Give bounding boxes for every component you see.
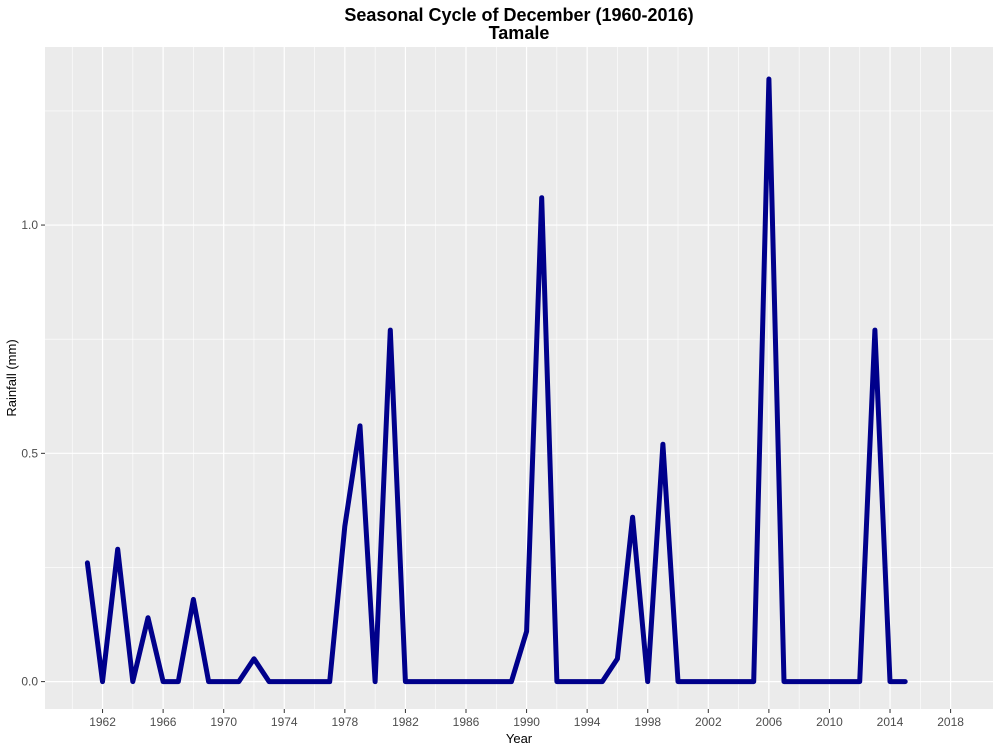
data-point	[721, 679, 726, 684]
data-point	[539, 195, 544, 200]
y-tick-label: 0.0	[21, 675, 38, 689]
data-point	[782, 679, 787, 684]
grid-minor	[45, 47, 993, 709]
x-tick-label: 1982	[392, 715, 419, 729]
data-point	[433, 679, 438, 684]
x-tick-label: 1990	[513, 715, 540, 729]
y-tick-label: 0.5	[21, 446, 38, 460]
data-point	[206, 679, 211, 684]
data-point	[554, 679, 559, 684]
data-point	[418, 679, 423, 684]
data-point	[85, 560, 90, 565]
x-tick-label: 1978	[331, 715, 358, 729]
x-tick-label: 1994	[574, 715, 601, 729]
data-point	[706, 679, 711, 684]
data-point	[842, 679, 847, 684]
grid-major	[45, 47, 993, 709]
data-point	[630, 515, 635, 520]
data-point	[312, 679, 317, 684]
data-point	[797, 679, 802, 684]
x-tick-label: 2018	[937, 715, 964, 729]
data-point	[130, 679, 135, 684]
data-point	[766, 76, 771, 81]
data-point	[494, 679, 499, 684]
data-point	[660, 442, 665, 447]
data-point	[524, 629, 529, 634]
data-point	[827, 679, 832, 684]
data-point	[857, 679, 862, 684]
y-tick-label: 1.0	[21, 218, 38, 232]
data-point	[100, 679, 105, 684]
data-point	[282, 679, 287, 684]
plot-panel	[45, 47, 993, 709]
x-axis-title: Year	[506, 731, 533, 746]
x-tick-label: 1962	[89, 715, 116, 729]
chart-title: Seasonal Cycle of December (1960-2016)	[344, 5, 693, 25]
data-point	[388, 328, 393, 333]
data-point	[570, 679, 575, 684]
data-point	[342, 524, 347, 529]
data-point	[676, 679, 681, 684]
x-tick-label: 1986	[453, 715, 480, 729]
data-point	[297, 679, 302, 684]
data-point	[403, 679, 408, 684]
data-point	[751, 679, 756, 684]
data-point	[600, 679, 605, 684]
data-point	[888, 679, 893, 684]
x-axis: 1962 1966 1970 1974 1978 1982 1986 1990 1994 1998…	[89, 709, 964, 729]
data-point	[161, 679, 166, 684]
x-tick-label: 2014	[877, 715, 904, 729]
y-axis: 0.0 0.5 1.0	[21, 218, 45, 689]
data-point	[463, 679, 468, 684]
data-point	[509, 679, 514, 684]
data-point	[115, 547, 120, 552]
data-point	[327, 679, 332, 684]
data-point	[585, 679, 590, 684]
x-tick-label: 1998	[634, 715, 661, 729]
data-point	[373, 679, 378, 684]
data-point	[145, 615, 150, 620]
x-tick-label: 1970	[210, 715, 237, 729]
data-point	[448, 679, 453, 684]
data-point	[191, 597, 196, 602]
data-point	[221, 679, 226, 684]
data-point	[615, 656, 620, 661]
data-point	[236, 679, 241, 684]
data-point	[903, 679, 908, 684]
data-point	[479, 679, 484, 684]
y-axis-title: Rainfall (mm)	[4, 339, 19, 416]
x-tick-label: 2006	[756, 715, 783, 729]
chart-subtitle: Tamale	[489, 23, 550, 43]
data-point	[812, 679, 817, 684]
x-tick-label: 2010	[816, 715, 843, 729]
data-point	[645, 679, 650, 684]
data-point	[357, 423, 362, 428]
x-tick-label: 1974	[271, 715, 298, 729]
x-tick-label: 2002	[695, 715, 722, 729]
data-point	[176, 679, 181, 684]
data-point	[267, 679, 272, 684]
data-point	[736, 679, 741, 684]
series-line-rainfall	[84, 76, 908, 685]
data-point	[691, 679, 696, 684]
x-tick-label: 1966	[150, 715, 177, 729]
data-point	[872, 328, 877, 333]
data-point	[251, 656, 256, 661]
